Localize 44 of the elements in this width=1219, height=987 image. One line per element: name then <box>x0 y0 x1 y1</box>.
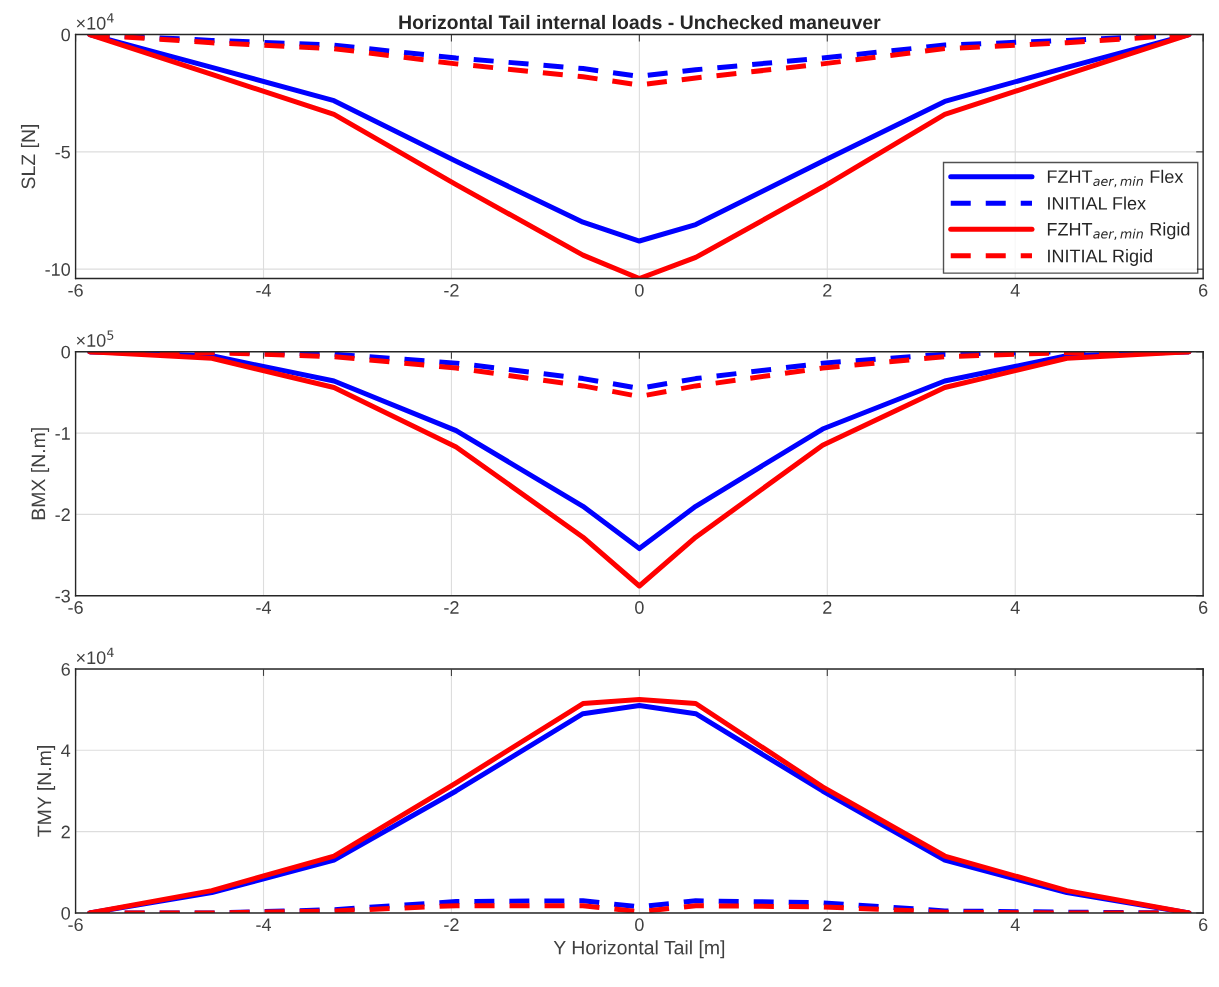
x-tick-label: 2 <box>823 918 832 931</box>
x-tick-label: 6 <box>1199 601 1208 614</box>
y-tick-label: -10 <box>45 263 71 276</box>
x-tick-label: -2 <box>444 283 459 297</box>
x-tick-label: -4 <box>256 601 272 614</box>
y-axis-title: SLZ [N] <box>20 124 40 189</box>
x-tick-label: 2 <box>823 283 832 297</box>
text: ×10$^{4}$ <box>76 13 114 30</box>
chart-title: Horizontal Tail internal loads - Unchecked maneuver <box>399 14 881 30</box>
y-tick-label: -1 <box>55 427 70 440</box>
x-tick-label: 4 <box>1010 284 1020 297</box>
text: ×10$^{4}$ <box>76 647 114 665</box>
x-tick-label: -2 <box>444 601 459 614</box>
x-axis-title: Y Horizontal Tail [m] <box>553 940 725 959</box>
y-tick-label: 0 <box>61 345 71 359</box>
x-tick-label: -6 <box>68 601 83 614</box>
y-axis-title: TMY [N.m] <box>36 746 56 837</box>
y-tick-label: 4 <box>61 744 71 757</box>
x-tick-label: -6 <box>68 283 83 297</box>
y-tick-label: -2 <box>55 508 70 521</box>
y-tick-label: 0 <box>61 28 71 42</box>
x-tick-label: -4 <box>256 918 272 931</box>
x-tick-label: 0 <box>635 601 644 614</box>
x-tick-label: -2 <box>444 918 459 931</box>
y-tick-label: 6 <box>61 662 70 676</box>
text: ×10$^{5}$ <box>76 330 114 347</box>
y-axis-title: BMX [N.m] <box>30 428 50 520</box>
legend-label: FZHT$_{aer,min}$ Flex <box>1047 169 1184 188</box>
x-tick-label: -4 <box>256 284 272 297</box>
x-tick-label: 4 <box>1010 918 1020 931</box>
y-tick-label: 0 <box>61 906 71 920</box>
x-tick-label: 0 <box>635 918 644 932</box>
y-tick-label: -5 <box>55 145 70 159</box>
y-tick-label: 2 <box>61 825 70 839</box>
x-tick-label: 4 <box>1010 601 1020 614</box>
x-tick-label: 6 <box>1199 283 1208 297</box>
x-tick-label: 2 <box>823 601 832 614</box>
legend-label: INITIAL Rigid <box>1048 249 1152 266</box>
legend-label: FZHT$_{aer,min}$ Rigid <box>1047 222 1190 240</box>
x-tick-label: 6 <box>1199 918 1208 932</box>
x-tick-label: -6 <box>68 918 83 932</box>
x-tick-label: 0 <box>635 283 644 297</box>
y-tick-label: -3 <box>55 589 70 603</box>
legend-label: INITIAL Flex <box>1048 196 1146 210</box>
